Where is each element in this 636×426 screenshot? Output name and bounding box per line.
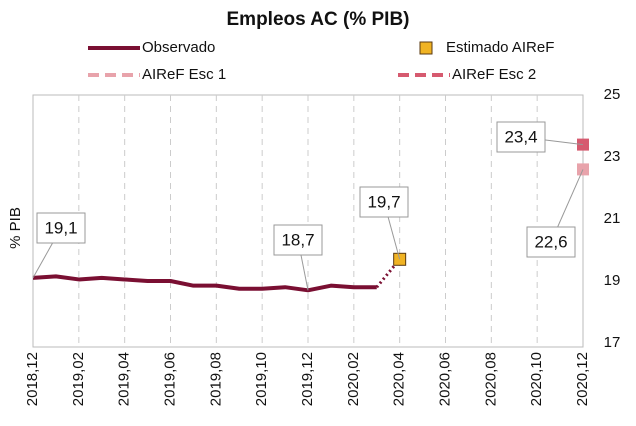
x-tick-label: 2018,12: [24, 352, 41, 406]
data-label: 19,1: [44, 218, 77, 237]
y-tick-label: 25: [604, 86, 621, 103]
x-tick-label: 2019,06: [161, 352, 178, 406]
chart-title: Empleos AC (% PIB): [227, 9, 410, 30]
legend-label: Observado: [142, 39, 215, 56]
x-tick-label: 2020,12: [574, 352, 591, 406]
x-tick-label: 2020,06: [436, 352, 453, 406]
callout-box: [359, 186, 409, 218]
y-tick-label: 23: [604, 148, 621, 165]
line: [32, 274, 377, 293]
y-tick-label: 19: [604, 272, 621, 289]
legend-marker: [419, 41, 433, 55]
y-axis-label: % PIB: [7, 207, 24, 249]
callout-box: [36, 212, 86, 244]
callout-box: [496, 121, 546, 153]
y-tick-label: 21: [604, 210, 621, 227]
legend-label: AIReF Esc 1: [142, 66, 226, 83]
x-tick-label: 2020,08: [482, 352, 499, 406]
y-tick-label: 17: [604, 334, 621, 351]
x-tick-label: 2019,04: [116, 352, 133, 406]
legend-label: AIReF Esc 2: [452, 66, 536, 83]
x-tick-label: 2019,02: [70, 352, 87, 406]
data-label: 18,7: [281, 230, 314, 249]
x-tick-label: 2019,08: [207, 352, 224, 406]
x-tick-label: 2020,02: [345, 352, 362, 406]
x-tick-label: 2019,10: [253, 352, 270, 406]
data-label: 19,7: [367, 192, 400, 211]
legend-label: Estimado AIReF: [446, 39, 554, 56]
x-tick-label: 2019,12: [299, 352, 316, 406]
x-tick-label: 2020,04: [391, 352, 408, 406]
callout-box: [273, 224, 323, 256]
callout-box: [526, 226, 576, 258]
x-tick-label: 2020,10: [528, 352, 545, 406]
data-label: 22,6: [534, 232, 567, 251]
data-label: 23,4: [504, 127, 537, 146]
